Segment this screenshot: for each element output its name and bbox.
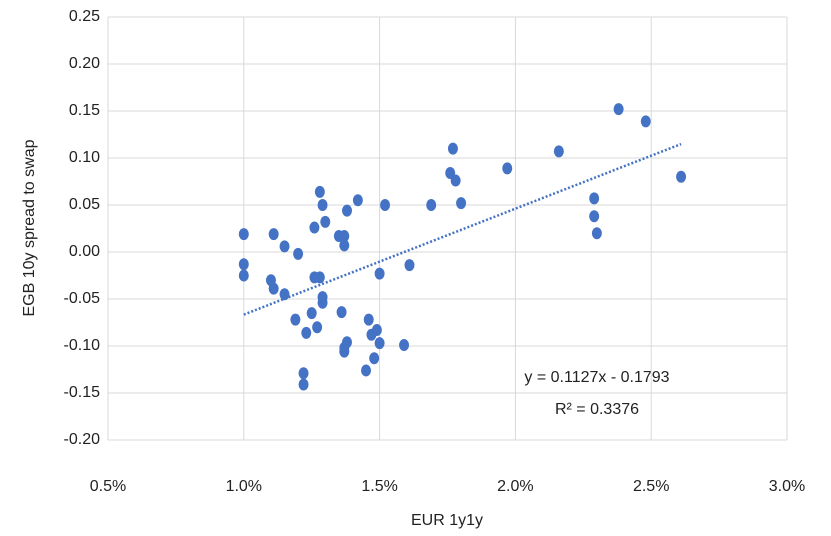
y-tick-label: -0.05 bbox=[64, 290, 101, 307]
y-tick-label: 0.05 bbox=[69, 196, 100, 213]
y-tick-label: 0.15 bbox=[69, 102, 100, 119]
x-tick-label: 2.5% bbox=[633, 478, 669, 495]
point bbox=[371, 324, 382, 337]
point bbox=[238, 269, 249, 282]
point bbox=[553, 145, 564, 158]
x-tick-label: 2.0% bbox=[497, 478, 533, 495]
trendline bbox=[243, 142, 682, 316]
point bbox=[374, 337, 385, 350]
point bbox=[309, 221, 320, 234]
point bbox=[293, 247, 304, 260]
y-tick-label: 0.10 bbox=[69, 149, 100, 166]
point bbox=[268, 228, 279, 241]
x-tick-label: 0.5% bbox=[90, 478, 126, 495]
point bbox=[306, 307, 317, 320]
trend-equation: y = 0.1127x - 0.1793 bbox=[524, 369, 669, 386]
point bbox=[314, 271, 325, 284]
point bbox=[238, 228, 249, 241]
point bbox=[298, 367, 309, 380]
point bbox=[589, 192, 600, 205]
y-axis-title: EGB 10y spread to swap bbox=[21, 139, 38, 316]
point bbox=[312, 321, 323, 334]
point bbox=[298, 378, 309, 391]
y-tick-label: -0.15 bbox=[64, 384, 101, 401]
point bbox=[317, 296, 328, 309]
point bbox=[591, 227, 602, 240]
point bbox=[238, 258, 249, 271]
point bbox=[339, 230, 350, 243]
point bbox=[342, 204, 353, 217]
point bbox=[399, 339, 410, 352]
point bbox=[676, 170, 687, 183]
point bbox=[447, 142, 458, 155]
x-tick-label: 3.0% bbox=[769, 478, 805, 495]
point bbox=[450, 174, 461, 187]
y-tick-label: 0.20 bbox=[69, 55, 100, 72]
x-axis-title: EUR 1y1y bbox=[411, 512, 483, 529]
point bbox=[290, 313, 301, 326]
point bbox=[320, 215, 331, 228]
y-tick-label: -0.10 bbox=[64, 337, 101, 354]
point bbox=[314, 185, 325, 198]
point bbox=[339, 239, 350, 252]
point bbox=[374, 267, 385, 280]
point bbox=[589, 210, 600, 223]
y-tick-label: -0.20 bbox=[64, 431, 101, 448]
point bbox=[268, 282, 279, 295]
point bbox=[352, 194, 363, 207]
r-squared: R² = 0.3376 bbox=[555, 401, 639, 418]
y-tick-label: 0.00 bbox=[69, 243, 100, 260]
point bbox=[404, 259, 415, 272]
point bbox=[640, 115, 651, 128]
point bbox=[426, 199, 437, 211]
point bbox=[336, 306, 347, 319]
point bbox=[317, 199, 328, 211]
point bbox=[279, 288, 290, 301]
point bbox=[456, 197, 467, 210]
x-tick-label: 1.5% bbox=[361, 478, 397, 495]
point bbox=[301, 326, 312, 339]
point bbox=[380, 199, 391, 211]
point bbox=[613, 103, 624, 116]
point bbox=[502, 162, 513, 175]
point bbox=[363, 313, 374, 326]
point bbox=[369, 352, 380, 365]
y-tick-label: 0.25 bbox=[69, 8, 100, 25]
point bbox=[361, 364, 372, 377]
x-tick-label: 1.0% bbox=[226, 478, 262, 495]
point bbox=[339, 341, 350, 354]
point bbox=[279, 240, 290, 253]
